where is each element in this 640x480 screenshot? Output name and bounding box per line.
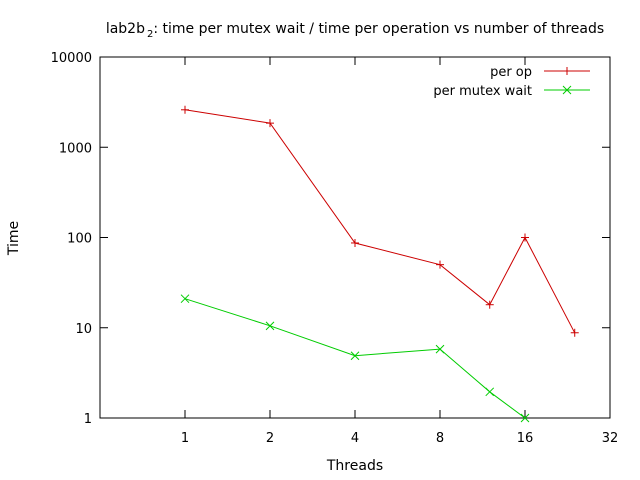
data-point-per-op [266,119,274,128]
chart-title-rest: : time per mutex wait / time per operati… [153,21,604,37]
series-per-mutex-wait [180,294,530,423]
y-tick-label: 10 [75,322,92,337]
series-layer [180,105,579,423]
data-point-per-mutex-wait [520,413,530,423]
y-tick-label: 1000 [59,141,92,156]
data-point-per-op [570,328,579,337]
y-tick-label: 1 [84,412,92,427]
legend-marker-per-mutex-wait [562,85,572,95]
x-tick-label: 1 [181,431,189,446]
y-tick-label: 100 [67,232,92,247]
data-point-per-op [436,260,444,269]
data-point-per-mutex-wait [180,294,190,304]
y-axis-label: Time [6,221,22,256]
x-tick-label: 8 [436,431,444,446]
data-point-per-mutex-wait [435,344,445,354]
x-tick-label: 4 [351,431,359,446]
x-tick-label: 16 [517,431,534,446]
legend-marker-per-op [563,67,571,75]
chart-title-main: lab2b [106,21,145,37]
legend-label-per-mutex-wait: per mutex wait [433,84,532,99]
chart-title: lab2b 2: time per mutex wait / time per o… [106,21,604,40]
data-point-per-op [351,238,359,247]
legend-label-per-op: per op [490,65,532,80]
data-point-per-op [485,300,494,309]
data-point-per-mutex-wait [485,387,495,397]
y-axis: 1 10 100 1000 10000 [51,51,610,427]
data-point-per-op [181,105,189,114]
series-line-per-mutex-wait [184,298,526,419]
x-axis-label: Threads [326,458,383,474]
series-per-op [181,105,579,337]
y-tick-label: 10000 [51,51,92,66]
data-point-per-mutex-wait [265,321,275,331]
series-line-per-op [184,109,576,334]
x-axis: 1 2 4 8 16 32 [181,57,618,446]
x-tick-label: 32 [602,431,619,446]
x-tick-label: 2 [266,431,274,446]
plot-frame [99,56,611,419]
chart-title-subscript: 2 [147,29,153,40]
data-point-per-op [521,233,529,242]
data-point-per-mutex-wait [350,351,360,361]
legend: per op per mutex wait [433,65,590,99]
